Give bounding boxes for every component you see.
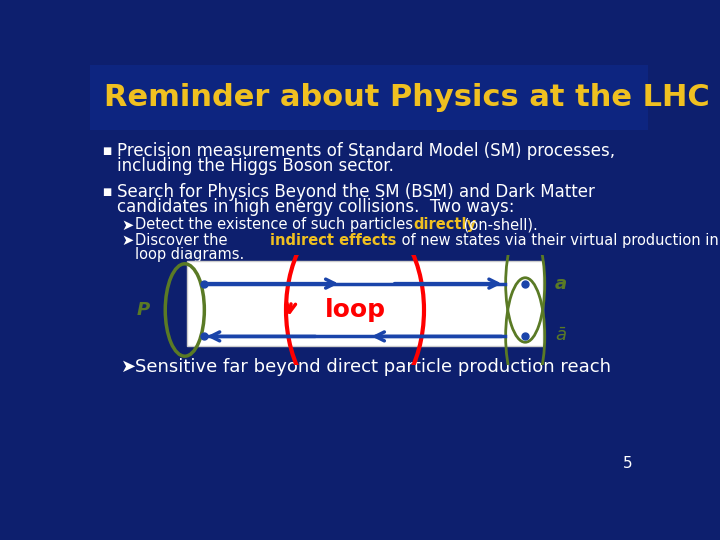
Text: Precision measurements of Standard Model (SM) processes,: Precision measurements of Standard Model…	[117, 142, 616, 160]
Text: Detect the existence of such particles: Detect the existence of such particles	[135, 218, 418, 232]
Text: Sensitive far beyond direct particle production reach: Sensitive far beyond direct particle pro…	[135, 359, 611, 376]
Text: ■: ■	[102, 187, 112, 197]
Text: ■: ■	[102, 146, 112, 156]
Text: Reminder about Physics at the LHC: Reminder about Physics at the LHC	[104, 83, 710, 112]
Text: Discover the: Discover the	[135, 233, 232, 248]
Text: directly: directly	[413, 218, 477, 232]
Text: 5: 5	[623, 456, 632, 471]
Text: Search for Physics Beyond the SM (BSM) and Dark Matter: Search for Physics Beyond the SM (BSM) a…	[117, 183, 595, 201]
Text: candidates in high energy collisions.  Two ways:: candidates in high energy collisions. Tw…	[117, 198, 515, 216]
Bar	[187, 261, 544, 346]
Text: of new states via their virtual production in: of new states via their virtual producti…	[397, 233, 719, 248]
Text: (on-shell).: (on-shell).	[459, 218, 538, 232]
Text: ➤: ➤	[121, 218, 133, 232]
Text: including the Higgs Boson sector.: including the Higgs Boson sector.	[117, 158, 394, 176]
Text: loop: loop	[325, 298, 385, 322]
Text: ➤: ➤	[121, 233, 133, 248]
Bar	[90, 65, 648, 130]
Text: ➤: ➤	[121, 359, 136, 376]
Text: loop diagrams.: loop diagrams.	[135, 247, 244, 262]
Text: indirect effects: indirect effects	[270, 233, 396, 248]
Text: P: P	[137, 301, 150, 319]
Text: a: a	[555, 275, 567, 293]
Text: $\bar{a}$: $\bar{a}$	[555, 327, 567, 346]
